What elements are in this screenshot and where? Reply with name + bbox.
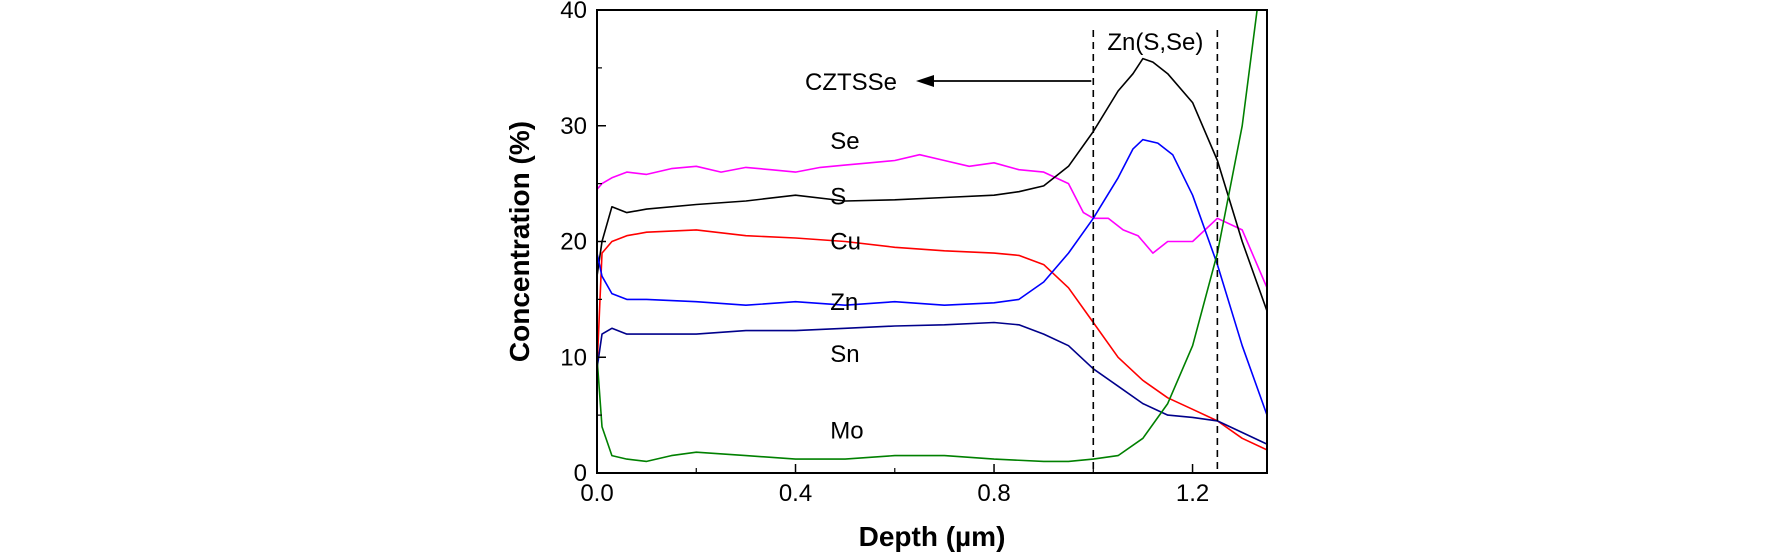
arrow-label: CZTSSe <box>805 69 897 96</box>
region-label: Zn(S,Se) <box>1107 29 1203 56</box>
series-line-zn <box>597 138 1267 416</box>
y-axis-title: Concentration (%) <box>504 121 535 362</box>
x-axis-title: Depth (µm) <box>859 521 1006 552</box>
series-label-s: S <box>830 183 846 210</box>
arrow-head <box>916 75 934 87</box>
series-line-cu <box>597 229 1267 451</box>
series-label-cu: Cu <box>830 229 861 256</box>
series-label-mo: Mo <box>830 417 863 444</box>
x-tick-label: 0.0 <box>580 480 613 507</box>
series-line-se <box>597 153 1267 289</box>
y-tick-label: 40 <box>560 0 587 24</box>
series-label-se: Se <box>830 128 859 155</box>
series-label-sn: Sn <box>830 341 859 368</box>
x-tick-label: 1.2 <box>1176 480 1209 507</box>
series-layer <box>597 10 1267 463</box>
x-tick-label: 0.8 <box>977 480 1010 507</box>
y-tick-label: 10 <box>560 344 587 371</box>
series-line-sn <box>597 321 1267 445</box>
x-tick-label: 0.4 <box>779 480 812 507</box>
y-tick-label: 30 <box>560 113 587 140</box>
y-tick-label: 0 <box>574 460 587 487</box>
y-tick-label: 20 <box>560 229 587 256</box>
label-layer: Se S Cu Zn Sn Mo <box>830 128 863 444</box>
series-label-zn: Zn <box>830 289 858 316</box>
series-line-mo <box>597 10 1258 463</box>
annotation-layer: Zn(S,Se) CZTSSe <box>805 29 1219 473</box>
tick-layer: 0.0 0.4 0.8 1.2 0 10 20 30 40 <box>560 0 1209 507</box>
series-line-s <box>597 57 1267 312</box>
